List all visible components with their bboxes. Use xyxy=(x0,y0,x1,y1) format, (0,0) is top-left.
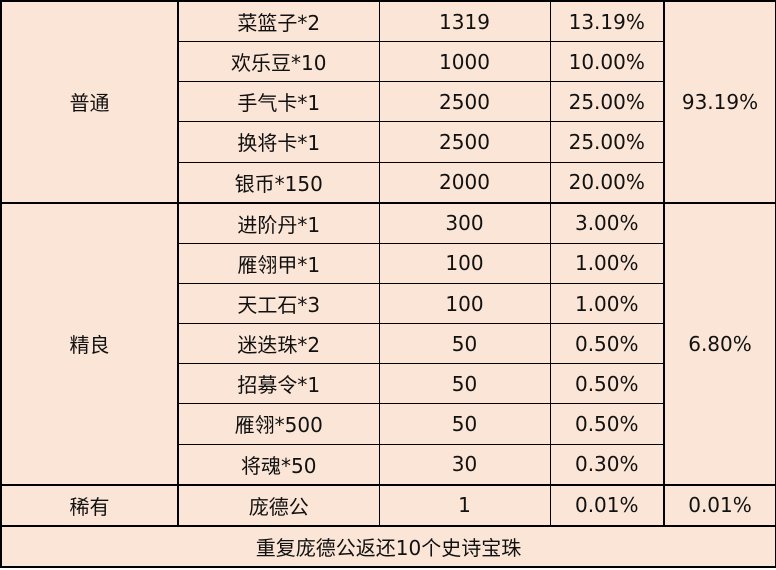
weight-cell: 1 xyxy=(378,483,551,527)
table-row: 雁翎*500 50 0.50% xyxy=(1,403,776,445)
weight-cell: 100 xyxy=(378,242,551,284)
table-row: 天工石*3 100 1.00% xyxy=(1,282,776,325)
probability-cell: 10.00% xyxy=(549,41,665,83)
probability-cell: 25.00% xyxy=(549,121,665,163)
item-cell: 雁翎*500 xyxy=(177,403,380,445)
weight-cell: 50 xyxy=(378,323,551,365)
probability-cell: 25.00% xyxy=(549,81,665,123)
probability-cell: 3.00% xyxy=(549,201,665,244)
weight-cell: 2000 xyxy=(378,161,551,204)
table-row: 换将卡*1 2500 25.00% xyxy=(1,121,776,163)
item-cell: 迷迭珠*2 xyxy=(177,323,380,365)
rarity-cell: 稀有 xyxy=(0,483,179,528)
rarity-cell: 精良 xyxy=(0,201,179,486)
probability-cell: 0.01% xyxy=(549,483,665,527)
table-row: 银币*150 2000 20.00% xyxy=(1,161,776,204)
probability-cell: 1.00% xyxy=(549,282,665,325)
table-row: 普通 菜篮子*2 1319 13.19% 93.19% xyxy=(0,0,776,204)
table-row: 稀有 庞德公 1 0.01% 0.01% xyxy=(0,483,776,528)
weight-cell: 50 xyxy=(378,363,551,405)
weight-cell: 30 xyxy=(378,443,551,486)
table-row: 雁翎甲*1 100 1.00% xyxy=(1,242,776,284)
table-row: 精良 进阶丹*1 300 3.00% 6.80% xyxy=(0,201,776,486)
item-cell: 进阶丹*1 xyxy=(177,201,380,244)
item-cell: 菜篮子*2 xyxy=(177,0,380,43)
probability-cell: 0.50% xyxy=(549,323,665,365)
weight-cell: 300 xyxy=(378,201,551,244)
item-cell: 欢乐豆*10 xyxy=(177,41,380,83)
weight-cell: 2500 xyxy=(378,121,551,163)
item-cell: 将魂*50 xyxy=(177,443,380,486)
item-cell: 雁翎甲*1 xyxy=(177,242,380,284)
item-cell: 招募令*1 xyxy=(177,363,380,405)
rarity-cell: 普通 xyxy=(0,0,179,204)
group-total-cell: 6.80% xyxy=(663,201,776,486)
table-row: 迷迭珠*2 50 0.50% xyxy=(1,323,776,365)
weight-cell: 50 xyxy=(378,403,551,445)
group-total-cell: 0.01% xyxy=(663,483,776,528)
probability-cell: 1.00% xyxy=(549,242,665,284)
weight-cell: 1319 xyxy=(378,0,551,43)
probability-cell: 20.00% xyxy=(549,161,665,204)
weight-cell: 1000 xyxy=(378,41,551,83)
item-cell: 手气卡*1 xyxy=(177,81,380,123)
probability-cell: 0.50% xyxy=(549,363,665,405)
weight-cell: 2500 xyxy=(378,81,551,123)
footer-row: 重复庞德公返还10个史诗宝珠 xyxy=(0,525,776,568)
weight-cell: 100 xyxy=(378,282,551,325)
table-row: 欢乐豆*10 1000 10.00% xyxy=(1,41,776,83)
probability-cell: 13.19% xyxy=(549,0,665,43)
probability-cell: 0.50% xyxy=(549,403,665,445)
table-row: 招募令*1 50 0.50% xyxy=(1,363,776,405)
footer-note: 重复庞德公返还10个史诗宝珠 xyxy=(0,525,776,568)
item-cell: 庞德公 xyxy=(177,483,380,527)
item-cell: 天工石*3 xyxy=(177,282,380,325)
item-cell: 换将卡*1 xyxy=(177,121,380,163)
group-total-cell: 93.19% xyxy=(663,0,776,204)
item-cell: 银币*150 xyxy=(177,161,380,204)
probability-cell: 0.30% xyxy=(549,443,665,486)
